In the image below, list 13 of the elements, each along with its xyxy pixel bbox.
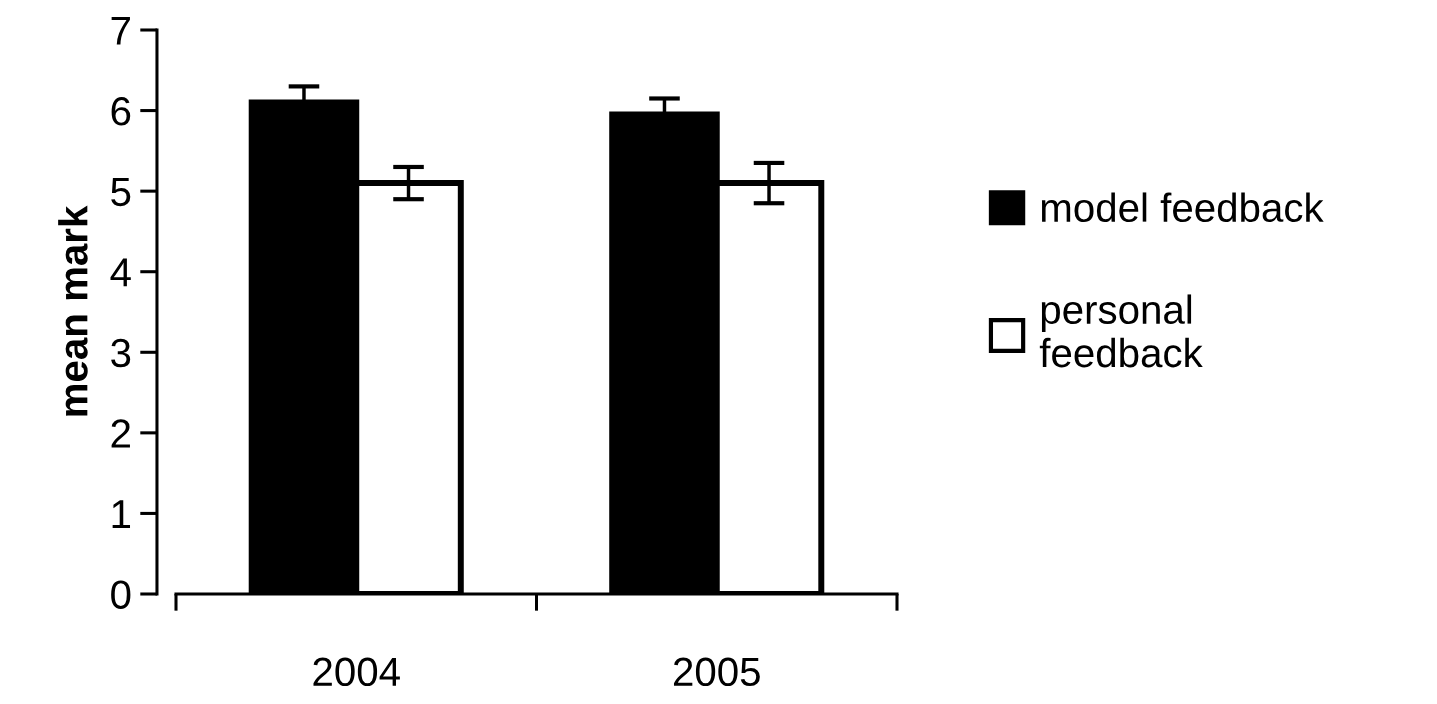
y-tick-label: 1 xyxy=(112,500,131,529)
legend-label: model feedback xyxy=(1041,192,1324,223)
x-tick-label: 2005 xyxy=(673,657,760,687)
y-tick-label: 0 xyxy=(111,580,131,609)
y-tick-label: 7 xyxy=(111,16,130,45)
y-tick-label: 5 xyxy=(111,178,131,207)
x-tick-label: 2004 xyxy=(313,657,400,687)
y-axis-title: mean mark xyxy=(58,205,88,416)
legend-label: personal feedback xyxy=(1039,294,1203,368)
y-tick-label: 2 xyxy=(111,419,130,448)
y-tick-label: 4 xyxy=(110,258,131,287)
y-tick-label: 6 xyxy=(111,97,131,126)
y-tick-label: 3 xyxy=(111,338,131,368)
